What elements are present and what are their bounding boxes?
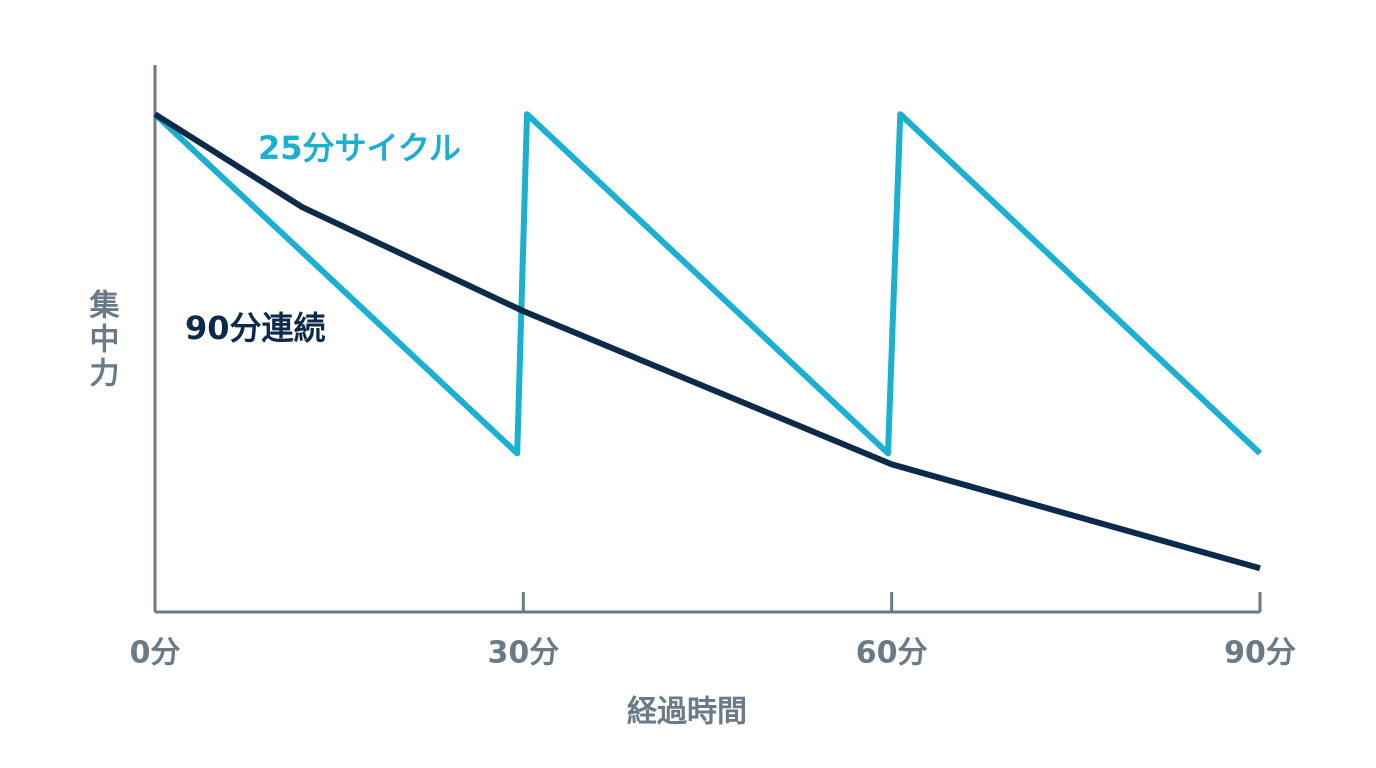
x-axis-label: 経過時間 [627, 695, 747, 730]
x-tick-label: 60分 [856, 636, 928, 671]
x-tick-label: 30分 [487, 636, 559, 671]
series-line [153, 111, 1261, 572]
x-tick-label: 90分 [1224, 636, 1296, 671]
y-axis-label: 集中力 [84, 289, 121, 391]
series-line [152, 111, 1263, 457]
series-label: 25分サイクル [258, 129, 461, 167]
series-label: 90分連続 [185, 309, 326, 347]
x-tick-label: 0分 [130, 636, 181, 671]
